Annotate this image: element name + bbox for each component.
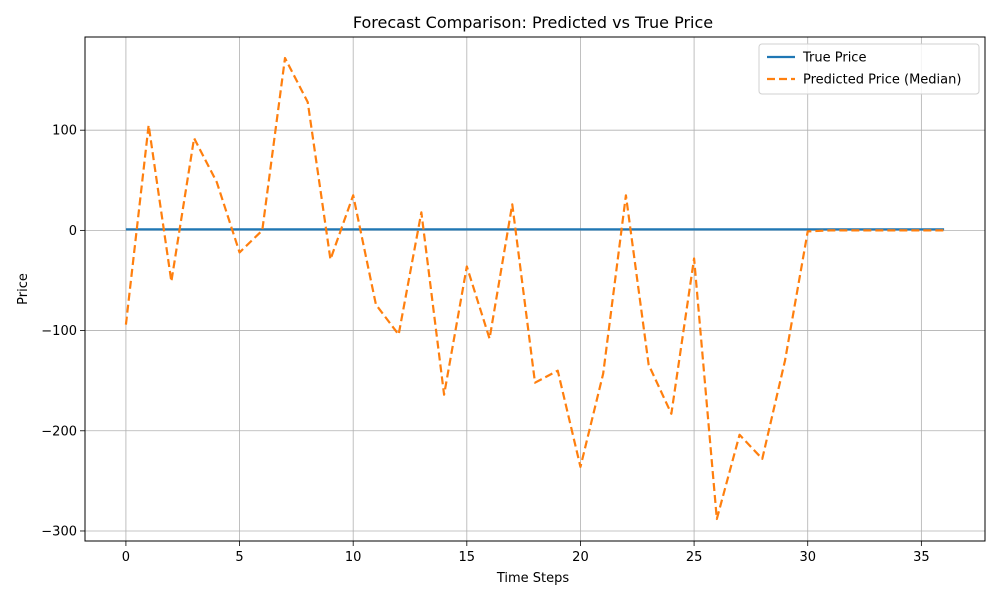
x-tick-label: 0	[122, 550, 130, 565]
y-axis-label: Price	[16, 273, 31, 305]
legend-label: True Price	[802, 51, 866, 66]
series-line-predicted-price	[124, 56, 945, 521]
legend-label: Predicted Price (Median)	[803, 73, 961, 88]
grid	[85, 37, 985, 541]
x-tick-label: 15	[459, 550, 476, 565]
x-tick-label: 20	[572, 550, 589, 565]
plot-area-frame	[84, 36, 986, 542]
legend: True Price Predicted Price (Median)	[758, 43, 980, 95]
y-tick-label: 100	[52, 124, 77, 139]
x-tick-label: 25	[686, 550, 703, 565]
x-axis-label: Time Steps	[496, 571, 570, 586]
x-tick-label: 30	[799, 550, 816, 565]
y-tick-label: −200	[41, 424, 77, 439]
x-tick-label: 10	[345, 550, 362, 565]
y-tick-label: −100	[41, 324, 77, 339]
axis-ticks: 0 5 10 15 20 25 30 35 −300 −200 −100 0 100	[41, 124, 929, 565]
legend-box	[758, 43, 980, 95]
x-tick-label: 35	[913, 550, 930, 565]
y-tick-label: −300	[41, 524, 77, 539]
x-tick-label: 5	[235, 550, 243, 565]
y-tick-label: 0	[69, 224, 77, 239]
chart-title: Forecast Comparison: Predicted vs True P…	[353, 13, 713, 32]
series-layer	[124, 56, 945, 521]
